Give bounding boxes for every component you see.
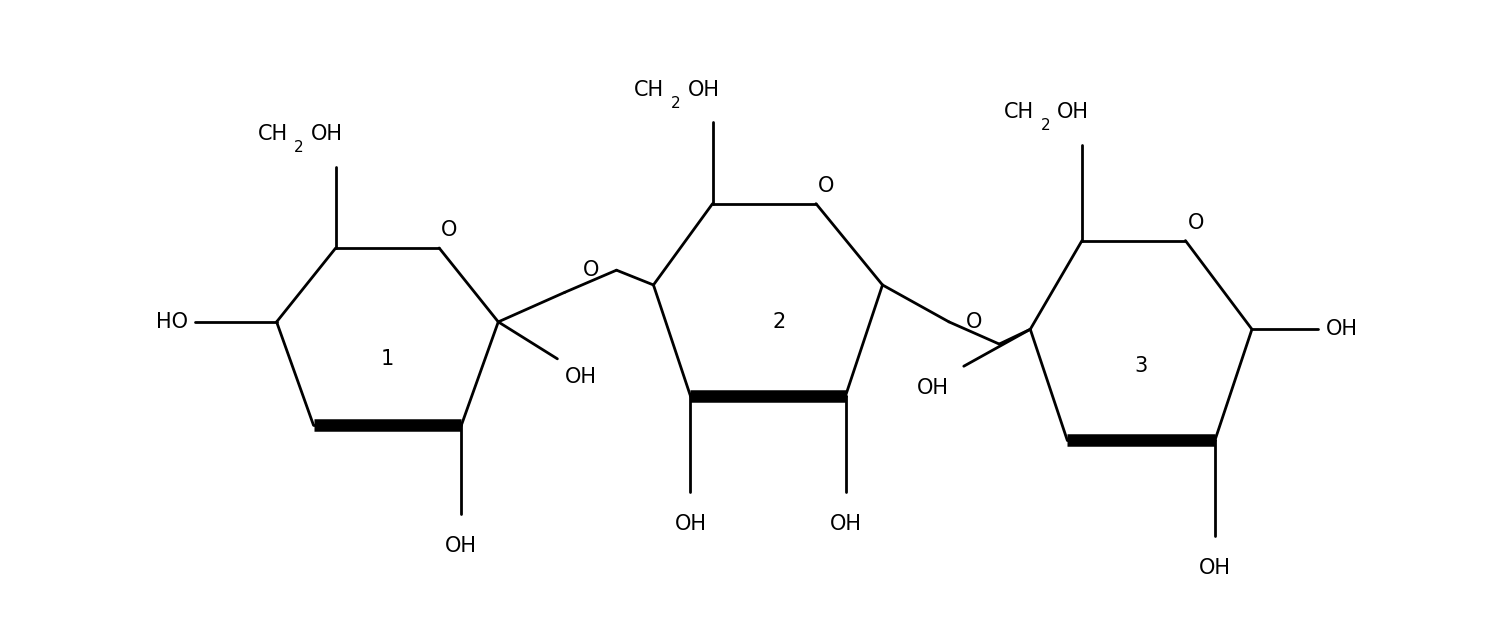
Text: O: O bbox=[441, 220, 457, 240]
Text: OH: OH bbox=[1199, 559, 1231, 578]
Text: O: O bbox=[818, 176, 835, 196]
Text: OH: OH bbox=[1325, 320, 1358, 339]
Text: 2: 2 bbox=[672, 96, 681, 111]
Text: 2: 2 bbox=[772, 312, 785, 332]
Text: OH: OH bbox=[688, 80, 720, 100]
Text: CH: CH bbox=[258, 124, 288, 144]
Text: OH: OH bbox=[675, 514, 706, 534]
Text: OH: OH bbox=[1057, 102, 1088, 122]
Text: OH: OH bbox=[565, 367, 597, 387]
Text: CH: CH bbox=[634, 80, 664, 100]
Text: HO: HO bbox=[156, 312, 187, 332]
Text: OH: OH bbox=[917, 379, 949, 398]
Text: O: O bbox=[583, 260, 600, 280]
Text: O: O bbox=[965, 312, 982, 332]
Text: 2: 2 bbox=[1040, 118, 1051, 133]
Text: 3: 3 bbox=[1135, 356, 1148, 376]
Text: OH: OH bbox=[445, 536, 477, 556]
Text: OH: OH bbox=[310, 124, 343, 144]
Text: CH: CH bbox=[1004, 102, 1034, 122]
Text: 2: 2 bbox=[294, 140, 304, 155]
Text: 1: 1 bbox=[381, 349, 394, 369]
Text: O: O bbox=[1187, 213, 1204, 233]
Text: OH: OH bbox=[829, 514, 862, 534]
